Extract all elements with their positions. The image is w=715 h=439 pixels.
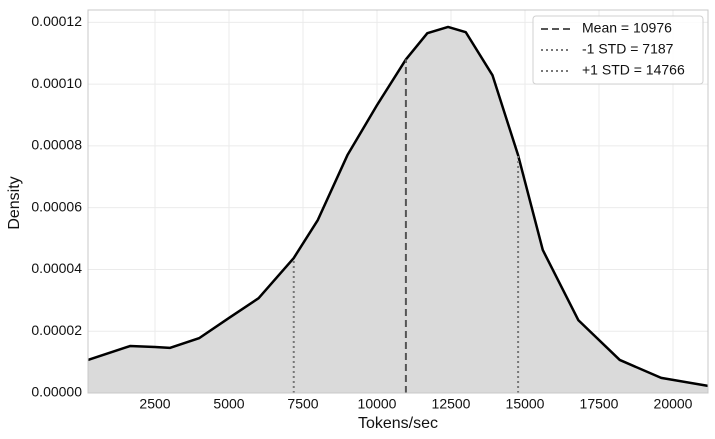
y-tick-label: 0.00002: [31, 322, 82, 338]
y-tick-label: 0.00006: [31, 198, 82, 214]
legend-label: Mean = 10976: [582, 20, 672, 36]
x-tick-label: 7500: [287, 396, 318, 412]
x-tick-label: 5000: [213, 396, 244, 412]
x-tick-label: 2500: [139, 396, 170, 412]
x-tick-label: 17500: [580, 396, 619, 412]
y-tick-label: 0.00010: [31, 75, 82, 91]
x-tick-label: 20000: [654, 396, 693, 412]
y-tick-label: 0.00012: [31, 13, 82, 29]
legend-label: +1 STD = 14766: [582, 62, 685, 78]
x-tick-label: 12500: [432, 396, 471, 412]
x-tick-label: 15000: [506, 396, 545, 412]
legend-box: [532, 15, 704, 85]
density-area: [88, 26, 708, 393]
legend: Mean = 10976 -1 STD = 7187 +1 STD = 14766: [532, 15, 704, 85]
y-tick-label: 0.00000: [31, 384, 82, 400]
density-line: [87, 25, 709, 388]
legend-label: -1 STD = 7187: [582, 41, 674, 57]
plot-frame: [87, 9, 709, 394]
x-axis-label: Tokens/sec: [358, 415, 438, 432]
y-axis-label: Density: [6, 176, 23, 229]
y-tick-label: 0.00008: [31, 137, 82, 153]
x-tick-label: 10000: [358, 396, 397, 412]
y-tick-label: 0.00004: [31, 260, 82, 276]
